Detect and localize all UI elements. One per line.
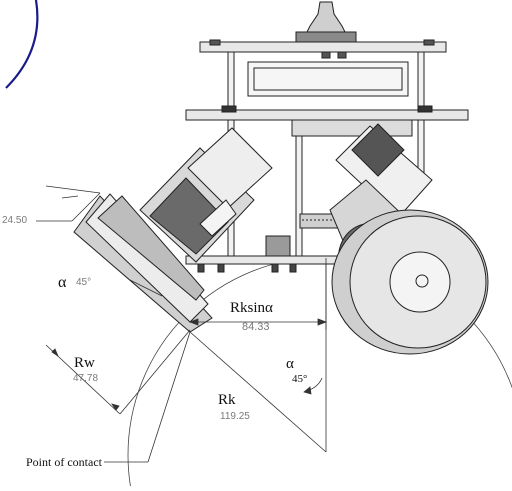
left-motor [139, 127, 273, 263]
alpha-left-symbol: α [58, 274, 67, 291]
point-of-contact-label: Point of contact [26, 455, 102, 469]
accent-arc [5, 0, 39, 89]
dimension-84-33: 84.33 [242, 321, 270, 333]
right-omni-wheel [331, 209, 489, 355]
dimension-24-50: 24.50 [2, 215, 28, 226]
alpha-right-symbol: α [286, 356, 294, 372]
dimension-47-78: 47.78 [73, 373, 99, 384]
dimension-119-25: 119.25 [220, 411, 250, 422]
rk-label: Rk [218, 392, 236, 408]
left-omni-wheel [73, 193, 213, 333]
robot-frame [185, 1, 469, 273]
rw-label: Rw [74, 355, 95, 371]
rksin-alpha-label: Rksinα [230, 300, 273, 316]
angle-left-value: 45° [76, 277, 92, 288]
dimension-lines [36, 185, 328, 463]
angle-right-value: 45° [292, 373, 308, 385]
